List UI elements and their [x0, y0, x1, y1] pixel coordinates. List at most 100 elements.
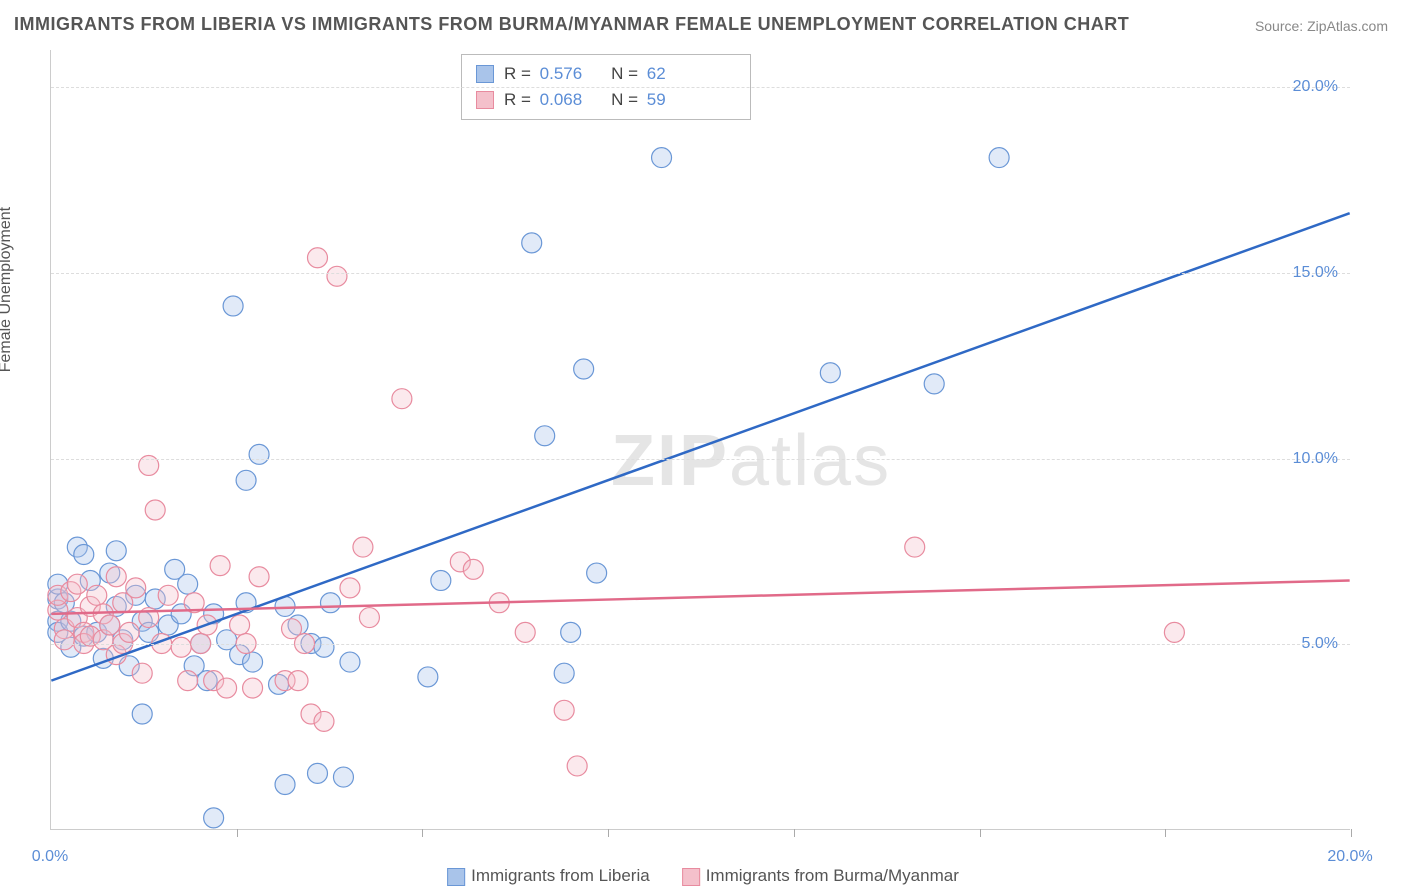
legend-swatch [682, 868, 700, 886]
legend-swatch [476, 65, 494, 83]
scatter-point [67, 574, 87, 594]
scatter-point [178, 574, 198, 594]
scatter-point [535, 426, 555, 446]
scatter-point [431, 570, 451, 590]
x-minor-tick [1165, 829, 1166, 837]
x-minor-tick [237, 829, 238, 837]
scatter-point [320, 593, 340, 613]
scatter-point [106, 541, 126, 561]
scatter-point [217, 678, 237, 698]
scatter-point [249, 567, 269, 587]
scatter-point [119, 622, 139, 642]
scatter-point [314, 637, 334, 657]
scatter-point [74, 545, 94, 565]
scatter-point [87, 585, 107, 605]
y-axis-label: Female Unemployment [0, 207, 15, 372]
scatter-point [126, 578, 146, 598]
scatter-point [418, 667, 438, 687]
gridline-h [51, 644, 1350, 645]
gridline-h [51, 87, 1350, 88]
stat-r-label: R = [504, 87, 536, 113]
scatter-point [522, 233, 542, 253]
scatter-point [515, 622, 535, 642]
gridline-h [51, 273, 1350, 274]
legend-label: Immigrants from Liberia [471, 866, 650, 885]
scatter-point [288, 671, 308, 691]
scatter-point [178, 671, 198, 691]
y-tick-label: 10.0% [1293, 450, 1338, 468]
scatter-point [132, 704, 152, 724]
legend-bottom: Immigrants from Liberia Immigrants from B… [431, 866, 975, 886]
scatter-point [106, 567, 126, 587]
scatter-point [171, 637, 191, 657]
scatter-point [333, 767, 353, 787]
x-tick-label: 20.0% [1327, 848, 1372, 866]
scatter-point [561, 622, 581, 642]
scatter-point [327, 266, 347, 286]
plot-svg [51, 50, 1350, 829]
scatter-point [54, 630, 74, 650]
stat-n-value: 62 [647, 61, 705, 87]
x-minor-tick [422, 829, 423, 837]
scatter-point [210, 556, 230, 576]
x-minor-tick [980, 829, 981, 837]
x-minor-tick [794, 829, 795, 837]
scatter-point [340, 652, 360, 672]
y-tick-label: 20.0% [1293, 78, 1338, 96]
scatter-point [308, 763, 328, 783]
legend-swatch [447, 868, 465, 886]
scatter-point [243, 678, 263, 698]
legend-label: Immigrants from Burma/Myanmar [706, 866, 959, 885]
scatter-point [574, 359, 594, 379]
scatter-point [587, 563, 607, 583]
scatter-point [392, 389, 412, 409]
gridline-h [51, 459, 1350, 460]
legend-swatch [476, 91, 494, 109]
scatter-point [353, 537, 373, 557]
scatter-point [158, 585, 178, 605]
scatter-point [145, 500, 165, 520]
chart-title: IMMIGRANTS FROM LIBERIA VS IMMIGRANTS FR… [14, 14, 1129, 35]
x-tick-label: 0.0% [32, 848, 68, 866]
stat-r-value: 0.068 [540, 87, 598, 113]
x-minor-tick [1351, 829, 1352, 837]
scatter-point [275, 774, 295, 794]
stats-row: R = 0.576 N = 62 [476, 61, 736, 87]
stat-n-label: N = [602, 87, 643, 113]
scatter-point [100, 615, 120, 635]
scatter-point [905, 537, 925, 557]
scatter-point [340, 578, 360, 598]
y-tick-label: 15.0% [1293, 264, 1338, 282]
legend-item: Immigrants from Burma/Myanmar [682, 866, 959, 885]
scatter-point [652, 148, 672, 168]
stats-row: R = 0.068 N = 59 [476, 87, 736, 113]
scatter-point [1164, 622, 1184, 642]
x-minor-tick [608, 829, 609, 837]
scatter-point [463, 559, 483, 579]
scatter-point [359, 608, 379, 628]
scatter-point [249, 444, 269, 464]
trend-line [51, 213, 1349, 680]
scatter-point [554, 700, 574, 720]
scatter-point [314, 711, 334, 731]
stat-r-label: R = [504, 61, 536, 87]
legend-item: Immigrants from Liberia [447, 866, 650, 885]
scatter-point [236, 470, 256, 490]
stat-r-value: 0.576 [540, 61, 598, 87]
stat-n-label: N = [602, 61, 643, 87]
scatter-point [567, 756, 587, 776]
scatter-point [989, 148, 1009, 168]
scatter-point [308, 248, 328, 268]
source-label: Source: ZipAtlas.com [1255, 18, 1388, 34]
scatter-point [223, 296, 243, 316]
scatter-point [132, 663, 152, 683]
plot-area: ZIPatlas R = 0.576 N = 62R = 0.068 N = 5… [50, 50, 1350, 830]
scatter-point [554, 663, 574, 683]
scatter-point [230, 615, 250, 635]
scatter-point [924, 374, 944, 394]
scatter-point [204, 808, 224, 828]
y-tick-label: 5.0% [1302, 635, 1338, 653]
scatter-point [820, 363, 840, 383]
scatter-point [243, 652, 263, 672]
stat-n-value: 59 [647, 87, 705, 113]
